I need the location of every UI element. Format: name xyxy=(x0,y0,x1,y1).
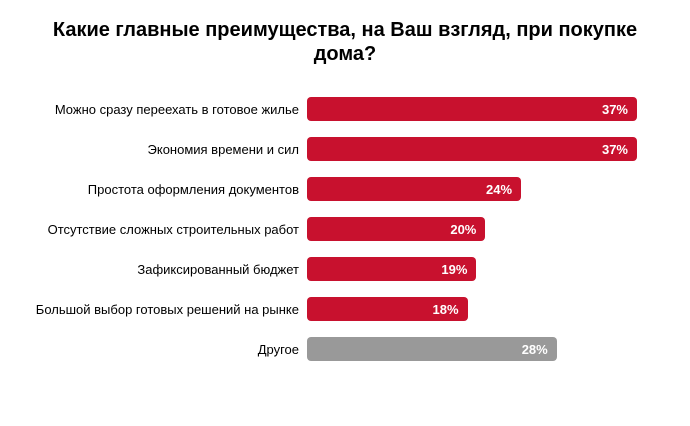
bar: 37% xyxy=(307,137,637,161)
bar-track: 20% xyxy=(307,217,637,241)
chart-row: Зафиксированный бюджет 19% xyxy=(0,257,690,281)
bar: 37% xyxy=(307,97,637,121)
bar: 24% xyxy=(307,177,522,201)
chart-row: Отсутствие сложных строительных работ 20% xyxy=(0,217,690,241)
category-label: Простота оформления документов xyxy=(87,181,299,197)
bar: 20% xyxy=(307,217,486,241)
bar-track: 28% xyxy=(307,337,637,361)
bar: 28% xyxy=(307,337,557,361)
value-label: 28% xyxy=(521,341,548,357)
chart-row: Можно сразу переехать в готовое жилье 37% xyxy=(0,97,690,121)
value-label: 18% xyxy=(432,301,459,317)
bar-chart: Можно сразу переехать в готовое жилье 37%… xyxy=(0,97,690,361)
chart-row: Экономия времени и сил 37% xyxy=(0,137,690,161)
value-label: 19% xyxy=(441,261,468,277)
bar: 19% xyxy=(307,257,477,281)
value-label: 37% xyxy=(601,101,628,117)
bar-track: 18% xyxy=(307,297,637,321)
category-label: Большой выбор готовых решений на рынке xyxy=(35,301,299,317)
category-label: Другое xyxy=(257,341,299,357)
chart-row: Большой выбор готовых решений на рынке 18… xyxy=(0,297,690,321)
bar-track: 19% xyxy=(307,257,637,281)
value-label: 37% xyxy=(601,141,628,157)
bar-track: 37% xyxy=(307,137,637,161)
chart-title: Какие главные преимущества, на Ваш взгля… xyxy=(52,19,638,65)
category-label: Экономия времени и сил xyxy=(147,141,299,157)
bar: 18% xyxy=(307,297,468,321)
chart-row: Простота оформления документов 24% xyxy=(0,177,690,201)
value-label: 24% xyxy=(486,181,513,197)
category-label: Отсутствие сложных строительных работ xyxy=(47,221,299,237)
bar-track: 37% xyxy=(307,97,637,121)
category-label: Можно сразу переехать в готовое жилье xyxy=(54,101,299,117)
category-label: Зафиксированный бюджет xyxy=(137,261,299,277)
chart-row: Другое 28% xyxy=(0,337,690,361)
bar-track: 24% xyxy=(307,177,637,201)
value-label: 20% xyxy=(450,221,477,237)
